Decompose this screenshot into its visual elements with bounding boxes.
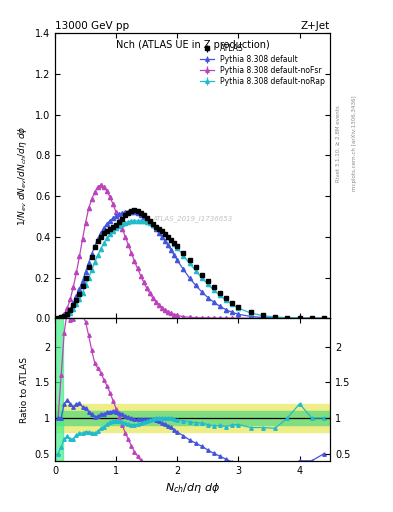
Y-axis label: $1/N_{ev}\ dN_{ev}/dN_{ch}/d\eta\ d\phi$: $1/N_{ev}\ dN_{ev}/dN_{ch}/d\eta\ d\phi$ xyxy=(16,125,29,226)
Y-axis label: Ratio to ATLAS: Ratio to ATLAS xyxy=(20,356,29,422)
Text: Rivet 3.1.10, ≥ 2.8M events: Rivet 3.1.10, ≥ 2.8M events xyxy=(336,105,341,182)
Text: Z+Jet: Z+Jet xyxy=(301,21,330,31)
Text: mcplots.cern.ch [arXiv:1306.3436]: mcplots.cern.ch [arXiv:1306.3436] xyxy=(352,96,357,191)
Text: Nch (ATLAS UE in Z production): Nch (ATLAS UE in Z production) xyxy=(116,40,270,50)
Text: 13000 GeV pp: 13000 GeV pp xyxy=(55,21,129,31)
Legend: ATLAS, Pythia 8.308 default, Pythia 8.308 default-noFsr, Pythia 8.308 default-no: ATLAS, Pythia 8.308 default, Pythia 8.30… xyxy=(198,43,326,88)
Text: ATLAS_2019_I1736653: ATLAS_2019_I1736653 xyxy=(152,215,233,222)
X-axis label: $N_{ch}/d\eta\ d\phi$: $N_{ch}/d\eta\ d\phi$ xyxy=(165,481,220,495)
